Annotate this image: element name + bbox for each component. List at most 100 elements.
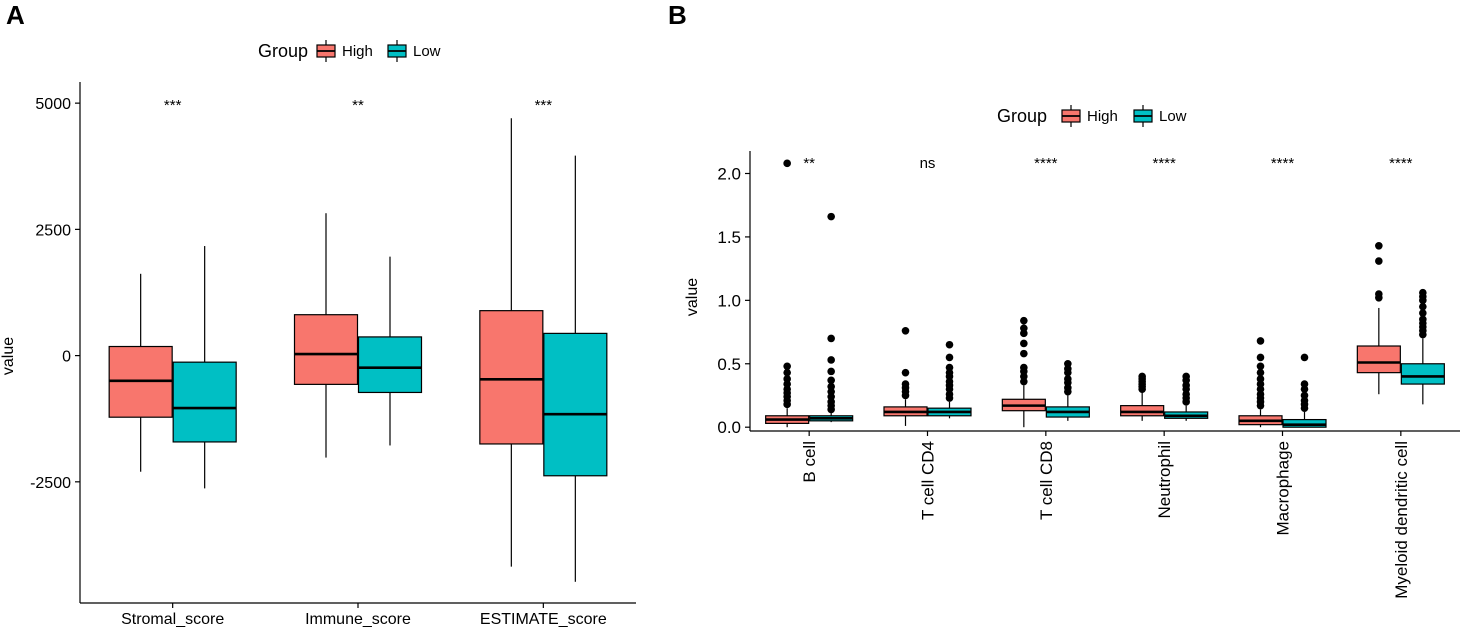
outlier-point <box>1182 372 1190 381</box>
x-tick-label-immune-score: Immune_score <box>305 611 411 628</box>
outlier-point <box>1300 380 1309 388</box>
outlier-point <box>945 340 954 349</box>
y-tick-label: 0 <box>62 349 71 366</box>
y-tick-label: 2.0 <box>717 164 741 183</box>
iqr-box <box>479 310 544 445</box>
box-low-t-cell-cd4 <box>927 340 972 419</box>
significance-label-estimate-score: *** <box>535 97 553 114</box>
outlier-point <box>1064 375 1072 383</box>
panel-a-legend: Group High Low <box>258 40 441 62</box>
y-tick-label: 1.5 <box>717 228 741 247</box>
outlier-point <box>1300 353 1309 362</box>
box-high-myeloid-dendritic-cell <box>1356 241 1401 395</box>
outlier-point <box>1419 315 1427 324</box>
outlier-point <box>1256 375 1265 383</box>
x-tick-label-b-cell: B cell <box>800 441 819 483</box>
iqr-box <box>293 314 359 385</box>
significance-label-t-cell-cd4: ns <box>920 155 936 172</box>
box-low-t-cell-cd8 <box>1045 359 1090 421</box>
x-tick-label-t-cell-cd8: T cell CD8 <box>1037 441 1056 520</box>
outlier-point <box>1375 290 1383 298</box>
significance-label-t-cell-cd8: **** <box>1034 155 1058 172</box>
significance-label-stromal-score: *** <box>164 97 182 114</box>
outlier-point <box>945 353 954 362</box>
outlier-point <box>901 380 910 388</box>
iqr-box <box>543 332 608 477</box>
box-low-macrophage <box>1282 353 1327 428</box>
outlier-point <box>1256 362 1265 371</box>
outlier-point <box>1419 309 1427 317</box>
outlier-point <box>1419 302 1427 311</box>
outlier-point <box>827 367 835 376</box>
outlier-point <box>1020 349 1028 358</box>
panel-a-letter: A <box>6 0 25 30</box>
box-high-neutrophil <box>1120 372 1165 421</box>
box-low-neutrophil <box>1164 372 1209 421</box>
box-low-myeloid-dendritic-cell <box>1400 288 1445 405</box>
x-tick-label-neutrophil: Neutrophil <box>1155 441 1174 519</box>
box-high-immune-score <box>293 213 359 458</box>
box-low-estimate-score <box>543 155 608 582</box>
box-high-macrophage <box>1238 337 1283 428</box>
outlier-point <box>783 362 791 371</box>
outlier-point <box>1138 372 1146 381</box>
outlier-point <box>783 159 791 168</box>
panel-b-chart: Group High Low 0.0 0.5 1.0 1.5 2.0 value B cell **… <box>684 105 1460 599</box>
box-high-b-cell <box>765 159 810 428</box>
outlier-point <box>827 376 835 385</box>
x-tick-label-myeloid-dendritic-cell: Myeloid dendritic cell <box>1392 441 1411 599</box>
significance-label-myeloid-dendritic-cell: **** <box>1389 155 1413 172</box>
y-tick-label: -2500 <box>30 475 71 492</box>
outlier-point <box>1020 316 1028 325</box>
outlier-point <box>1375 257 1383 265</box>
outlier-point <box>1256 337 1265 345</box>
legend-title: Group <box>997 106 1047 126</box>
box-low-immune-score <box>357 256 423 446</box>
x-tick-label-stromal-score: Stromal_score <box>121 611 224 628</box>
outlier-point <box>1256 353 1265 362</box>
significance-label-b-cell: ** <box>803 155 815 172</box>
outlier-point <box>1300 391 1309 400</box>
outlier-point <box>1064 359 1072 368</box>
box-high-stromal-score <box>108 273 173 472</box>
outlier-point <box>1375 241 1383 250</box>
outlier-point <box>1020 339 1028 348</box>
significance-label-neutrophil: **** <box>1152 155 1176 172</box>
outlier-point <box>945 363 954 372</box>
outlier-point <box>1256 368 1265 377</box>
panel-b-legend: Group High Low <box>997 105 1187 127</box>
y-tick-label: 0.5 <box>717 355 741 374</box>
y-tick-label: 0.0 <box>717 418 741 437</box>
iqr-box <box>357 336 423 394</box>
y-axis-title: value <box>0 337 17 375</box>
box-high-estimate-score <box>479 118 544 567</box>
outlier-point <box>901 326 910 335</box>
y-axis-title: value <box>684 278 701 316</box>
legend-label-high: High <box>342 43 373 60</box>
iqr-box <box>172 361 237 443</box>
significance-label-immune-score: ** <box>352 97 364 114</box>
outlier-point <box>783 368 791 377</box>
box-high-t-cell-cd8 <box>1001 316 1046 428</box>
outlier-point <box>1020 324 1028 333</box>
panel-b-letter: B <box>668 0 687 30</box>
outlier-point <box>827 334 835 343</box>
outlier-point <box>783 375 791 383</box>
box-high-t-cell-cd4 <box>883 326 928 426</box>
legend-label-low: Low <box>1159 108 1187 125</box>
box-low-stromal-score <box>172 246 237 489</box>
iqr-box <box>1356 345 1401 374</box>
y-tick-label: 5000 <box>35 96 71 113</box>
significance-label-macrophage: **** <box>1271 155 1295 172</box>
outlier-point <box>827 382 835 391</box>
x-tick-label-t-cell-cd4: T cell CD4 <box>919 441 938 520</box>
x-tick-label-macrophage: Macrophage <box>1274 441 1293 536</box>
outlier-point <box>1419 288 1427 297</box>
box-low-b-cell <box>809 212 854 423</box>
y-tick-label: 2500 <box>35 222 71 239</box>
iqr-box <box>1400 363 1445 385</box>
outlier-point <box>827 356 835 364</box>
legend-label-low: Low <box>413 43 441 60</box>
panel-a-chart: Group High Low 5000 2500 0 -2500 value Stromal_s… <box>0 40 636 628</box>
